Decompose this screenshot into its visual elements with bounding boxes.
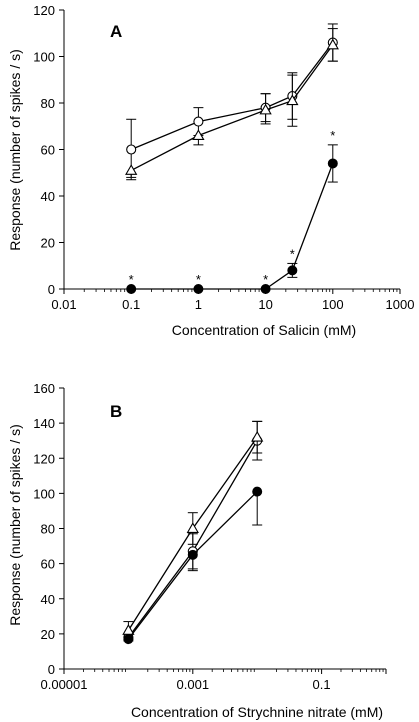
y-tick-label: 20 (41, 236, 55, 251)
data-point-triangle (326, 38, 339, 50)
y-tick-label: 160 (33, 381, 55, 396)
significance-marker: * (129, 272, 134, 287)
data-point-triangle (186, 522, 199, 533)
y-tick-label: 0 (48, 662, 55, 677)
y-tick-label: 80 (41, 522, 55, 537)
filled-circle-series (126, 144, 338, 294)
panel-label-a: A (110, 22, 122, 41)
data-point-filled-circle (287, 265, 298, 276)
data-point-filled-circle (123, 634, 134, 645)
y-tick-label: 120 (33, 451, 55, 466)
data-point-triangle (125, 164, 138, 175)
filled-circle-series (123, 486, 263, 645)
x-axis-label-b: Concentration of Strychnine nitrate (mM) (131, 704, 383, 720)
x-tick-label: 0.01 (51, 297, 76, 312)
y-tick-label: 20 (41, 627, 55, 642)
y-axis-label-b: Response (number of spikes / s) (7, 424, 23, 626)
chart-panel-a: A Concentration of Salicin (mM) Response… (7, 3, 414, 338)
x-tick-label: 0.00001 (41, 677, 88, 692)
y-tick-label: 80 (41, 96, 55, 111)
y-tick-label: 0 (48, 282, 55, 297)
open-triangle-series (125, 28, 339, 178)
series-line (131, 163, 334, 290)
x-tick-label: 10 (258, 297, 272, 312)
x-tick-label: 0.1 (122, 297, 140, 312)
x-tick-label: 1000 (386, 297, 415, 312)
data-point-filled-circle (252, 486, 263, 497)
data-point-triangle (122, 624, 135, 635)
data-point-triangle (251, 430, 264, 442)
data-point-triangle (259, 103, 272, 115)
series-line (130, 44, 334, 171)
data-point-filled-circle (187, 549, 198, 560)
y-tick-label: 140 (33, 416, 55, 431)
x-axis-label-a: Concentration of Salicin (mM) (172, 322, 356, 338)
data-point-filled-circle (260, 284, 271, 294)
significance-marker: * (196, 272, 201, 287)
significance-marker: * (330, 128, 335, 143)
significance-marker: * (263, 272, 268, 287)
x-tick-label: 1 (195, 297, 202, 312)
data-point-triangle (192, 129, 205, 140)
y-tick-label: 100 (33, 50, 55, 65)
series-line (130, 42, 334, 151)
y-tick-label: 100 (33, 486, 55, 501)
open-triangle-series (122, 420, 264, 640)
data-point-filled-circle (126, 284, 137, 294)
data-point-triangle (286, 94, 299, 106)
x-tick-label: 0.1 (313, 677, 331, 692)
x-tick-label: 100 (322, 297, 344, 312)
x-tick-label: 0.001 (177, 677, 210, 692)
data-point-filled-circle (327, 158, 338, 169)
significance-marker: * (290, 246, 295, 261)
y-tick-label: 60 (41, 143, 55, 158)
y-tick-label: 40 (41, 189, 55, 204)
data-point-open-circle (193, 116, 204, 127)
y-axis-label-a: Response (number of spikes / s) (7, 49, 23, 251)
data-point-open-circle (126, 144, 137, 155)
panel-label-b: B (110, 402, 122, 421)
chart-panel-b: B Concentration of Strychnine nitrate (m… (7, 381, 387, 720)
y-tick-label: 60 (41, 557, 55, 572)
y-tick-label: 120 (33, 3, 55, 18)
data-point-filled-circle (193, 284, 204, 294)
y-tick-label: 40 (41, 592, 55, 607)
